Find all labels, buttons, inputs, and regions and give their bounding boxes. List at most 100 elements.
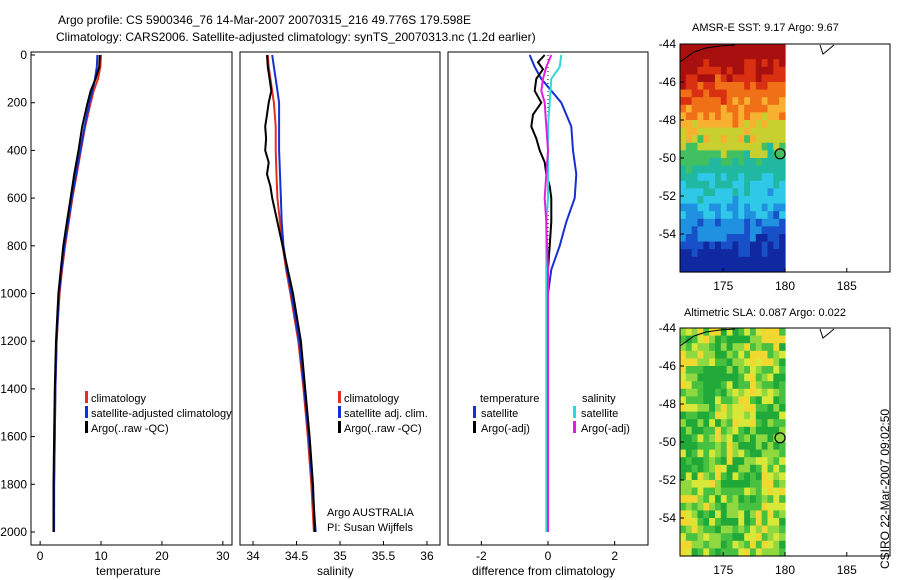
map-cell (761, 89, 769, 98)
map-x-tick-label: 175 (713, 279, 733, 293)
map-cell (726, 218, 734, 227)
map-cell (720, 135, 728, 144)
map-cell (755, 525, 763, 534)
map-cell (726, 404, 734, 413)
map-cell (755, 396, 763, 405)
map-cell (720, 411, 728, 420)
profile-curves (52, 54, 578, 533)
map-cell (761, 388, 769, 397)
map-cell (726, 457, 734, 466)
map-cell (715, 203, 722, 212)
map-cell (709, 173, 716, 182)
map-cell (767, 480, 774, 489)
map-cell (761, 525, 769, 534)
map-cell (685, 449, 693, 458)
map-cell (732, 366, 739, 375)
map-cell (773, 226, 780, 235)
map-cell (761, 464, 769, 473)
map-cell (767, 373, 774, 382)
map-cell (773, 211, 780, 220)
map-cell (732, 540, 739, 549)
map-cell (715, 165, 722, 174)
map-cell (691, 97, 699, 106)
map-cell (744, 358, 751, 367)
map-cell (732, 449, 739, 458)
map-cell (726, 388, 734, 397)
map-cell (779, 419, 786, 428)
map-cell (680, 256, 687, 265)
map-cell (738, 241, 745, 250)
map-cell (779, 335, 786, 344)
map-cell (750, 518, 757, 527)
map-cell (726, 249, 734, 258)
map-cell (732, 510, 739, 519)
map-cell (680, 335, 687, 344)
map-cell (732, 396, 739, 405)
map-cell (680, 411, 687, 420)
map-cell (691, 150, 699, 159)
map-cell (709, 211, 716, 220)
map-cell (732, 388, 739, 397)
map-cell (779, 127, 786, 136)
map-cell (703, 533, 710, 542)
depth-tick-label: 0 (20, 48, 27, 62)
map-cell (750, 510, 757, 519)
map-cell (761, 158, 769, 167)
map-cell (691, 112, 699, 121)
map-cell (726, 358, 734, 367)
coastline (819, 44, 835, 55)
map-cell (703, 112, 710, 121)
map-cell (680, 381, 687, 390)
map-cell (744, 487, 751, 496)
map-cell (755, 180, 763, 189)
map-cell (715, 480, 722, 489)
map-cell (703, 74, 710, 83)
map-cell (773, 335, 780, 344)
map-cell (709, 44, 716, 53)
map-cell (738, 51, 745, 60)
map-cell (773, 358, 780, 367)
map-cell (755, 449, 763, 458)
map-cell (738, 457, 745, 466)
map-cell (726, 142, 734, 151)
map-cell (750, 142, 757, 151)
map-cell (761, 533, 769, 542)
map-cell (779, 173, 786, 182)
map-cell (715, 381, 722, 390)
map-cell (773, 241, 780, 250)
map-cell (680, 495, 687, 504)
map-cell (750, 495, 757, 504)
sst-map-title: AMSR-E SST: 9.17 Argo: 9.67 (692, 22, 839, 34)
map-cell (709, 381, 716, 390)
map-cell (697, 480, 704, 489)
map-cell (732, 350, 739, 359)
map-cell (691, 74, 699, 83)
map-cell (750, 196, 757, 205)
map-cell (738, 381, 745, 390)
map-cell (685, 211, 693, 220)
map-cell (750, 218, 757, 227)
map-cell (720, 203, 728, 212)
map-cell (726, 44, 734, 53)
map-cell (720, 350, 728, 359)
map-cell (744, 112, 751, 121)
map-cell (755, 249, 763, 258)
map-cell (715, 548, 722, 557)
map-cell (773, 495, 780, 504)
map-cell (755, 66, 763, 75)
title-line-1: Argo profile: CS 5900346_76 14-Mar-2007 … (58, 13, 471, 27)
map-cell (703, 495, 710, 504)
map-cell (709, 264, 716, 273)
map-cell (738, 59, 745, 68)
map-cell (738, 464, 745, 473)
map-cell (779, 533, 786, 542)
map-cell (720, 518, 728, 527)
map-cell (761, 211, 769, 220)
map-cell (691, 51, 699, 60)
map-cell (703, 264, 710, 273)
map-cell (709, 51, 716, 60)
map-cell (779, 404, 786, 413)
map-cell (726, 59, 734, 68)
map-cell (720, 442, 728, 451)
map-cell (720, 97, 728, 106)
